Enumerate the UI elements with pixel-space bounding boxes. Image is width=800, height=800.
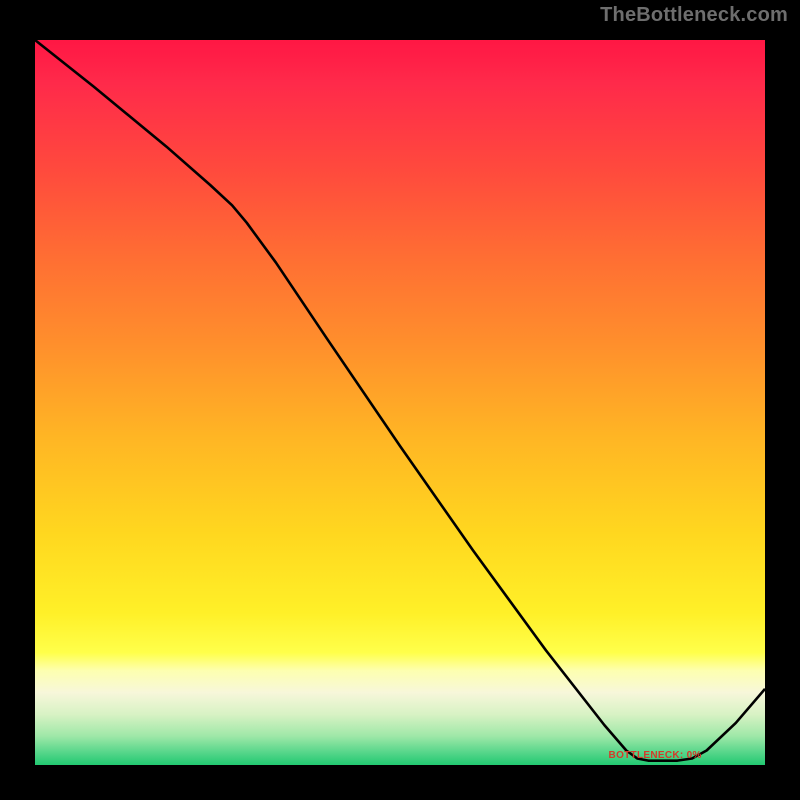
valley-annotation: BOTTLENECK: 0% xyxy=(609,750,702,761)
plot-area: BOTTLENECK: 0% xyxy=(25,30,775,775)
gradient-background xyxy=(35,40,765,765)
watermark-text: TheBottleneck.com xyxy=(600,4,788,27)
plot-svg xyxy=(25,30,775,775)
chart-root: TheBottleneck.com BOTTLENECK: 0% xyxy=(0,0,800,800)
